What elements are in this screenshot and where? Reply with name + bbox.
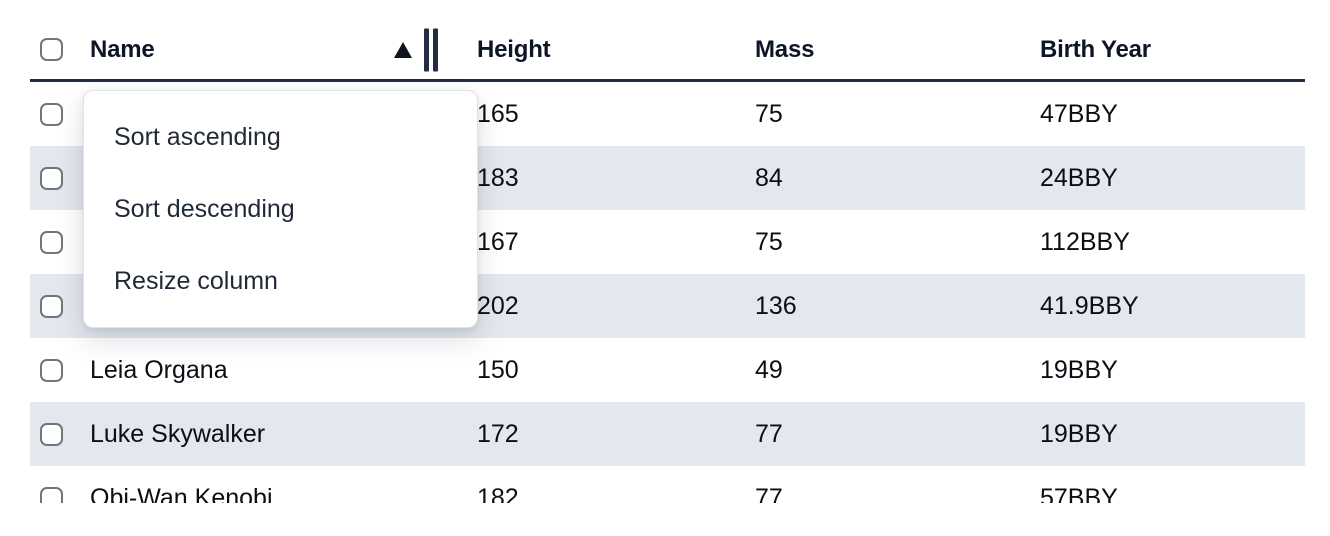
column-context-menu: Sort ascending Sort descending Resize co… <box>83 90 478 328</box>
menu-item-sort-ascending[interactable]: Sort ascending <box>114 122 281 151</box>
cell-birth-year: 57BBY <box>1040 483 1118 504</box>
row-checkbox[interactable] <box>40 230 63 254</box>
cell-birth-year: 24BBY <box>1040 163 1118 192</box>
table-header-row: Name Height Mass Birth Year <box>30 20 1305 82</box>
cell-name: Luke Skywalker <box>90 419 266 448</box>
cell-name: Leia Organa <box>90 355 228 384</box>
column-header-name[interactable]: Name <box>90 20 477 79</box>
cell-birth-year: 19BBY <box>1040 419 1118 448</box>
cell-mass: 49 <box>755 355 783 384</box>
cell-name: Obi-Wan Kenobi <box>90 483 273 504</box>
column-header-birth-year[interactable]: Birth Year <box>1040 35 1151 63</box>
row-checkbox[interactable] <box>40 102 63 126</box>
row-checkbox[interactable] <box>40 294 63 318</box>
table-row: Luke Skywalker 172 77 19BBY <box>30 402 1305 466</box>
cell-birth-year: 47BBY <box>1040 99 1118 128</box>
cell-height: 172 <box>477 419 519 448</box>
menu-item-resize-column[interactable]: Resize column <box>114 266 278 295</box>
sort-ascending-icon <box>394 41 412 58</box>
table-row: 165 75 47BBY <box>30 82 1305 146</box>
cell-mass: 77 <box>755 419 783 448</box>
cell-mass: 75 <box>755 227 783 256</box>
cell-height: 182 <box>477 483 519 504</box>
resize-bar-icon <box>433 28 438 71</box>
header-checkbox-cell <box>30 38 90 61</box>
column-header-mass[interactable]: Mass <box>755 35 815 63</box>
row-checkbox[interactable] <box>40 358 63 382</box>
cell-birth-year: 112BBY <box>1040 227 1130 256</box>
cell-height: 167 <box>477 227 519 256</box>
cell-mass: 136 <box>755 291 797 320</box>
row-checkbox[interactable] <box>40 422 63 446</box>
cell-mass: 75 <box>755 99 783 128</box>
cell-birth-year: 19BBY <box>1040 355 1118 384</box>
table-row: Leia Organa 150 49 19BBY <box>30 338 1305 402</box>
column-header-height[interactable]: Height <box>477 35 551 63</box>
cell-height: 202 <box>477 291 519 320</box>
table-row: 167 75 112BBY <box>30 210 1305 274</box>
resize-bar-icon <box>424 28 429 71</box>
row-checkbox[interactable] <box>40 166 63 190</box>
menu-item-sort-descending[interactable]: Sort descending <box>114 194 295 223</box>
cell-height: 165 <box>477 99 519 128</box>
select-all-checkbox[interactable] <box>40 38 63 61</box>
cell-mass: 84 <box>755 163 783 192</box>
column-header-name-label: Name <box>90 35 155 63</box>
row-checkbox[interactable] <box>40 486 63 503</box>
cell-height: 150 <box>477 355 519 384</box>
cell-height: 183 <box>477 163 519 192</box>
table-row: Obi-Wan Kenobi 182 77 57BBY <box>30 466 1305 503</box>
cell-mass: 77 <box>755 483 783 504</box>
cell-birth-year: 41.9BBY <box>1040 291 1139 320</box>
column-resize-handle[interactable] <box>424 28 438 71</box>
